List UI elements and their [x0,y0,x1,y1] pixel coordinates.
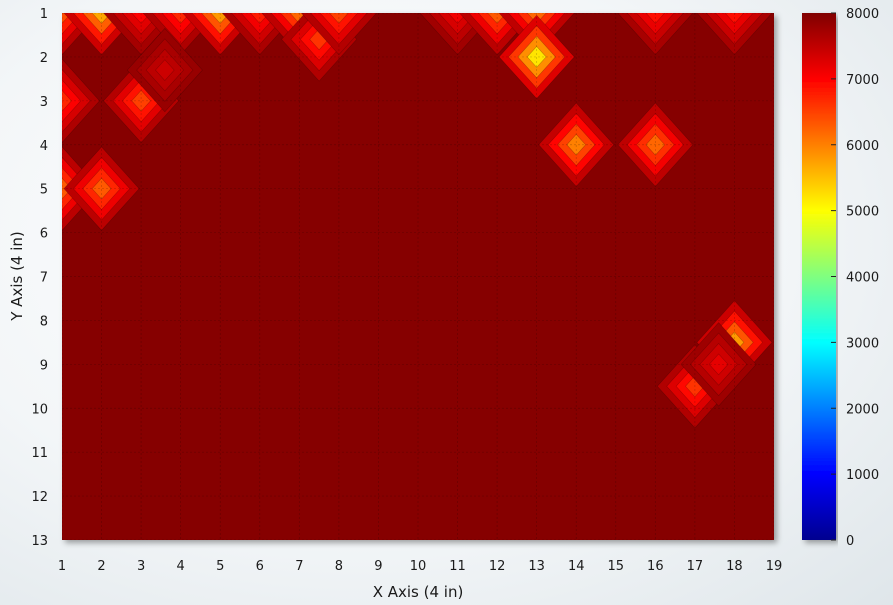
x-tick-label: 13 [528,559,545,574]
x-tick-label: 5 [216,559,224,574]
y-tick-label: 8 [40,314,48,329]
heatmap-contour [708,353,729,376]
heatmap-contour [645,133,666,156]
heatmap-feature [617,13,694,56]
x-tick-label: 18 [726,559,743,574]
colorbar-tick-label: 7000 [846,73,879,88]
colorbar-tick-label: 4000 [846,271,879,286]
x-tick-label: 3 [137,559,145,574]
heatmap-feature [63,146,140,231]
colorbar-ticks: 0 1000 2000 3000 4000 5000 6000 7000 8000 [831,7,879,549]
colorbar [802,13,836,540]
x-tick-label: 1 [58,559,66,574]
x-tick-label: 12 [489,559,506,574]
heatmap-feature [300,13,377,56]
colorbar-tick-label: 3000 [846,336,879,351]
y-axis-title: Y Axis (4 in) [8,231,26,322]
colorbar-tick-label: 0 [846,534,854,549]
y-tick-label: 6 [40,227,48,242]
x-axis-title: X Axis (4 in) [373,583,464,601]
x-tick-label: 11 [449,559,466,574]
heatmap-contour [131,89,151,112]
x-tick-label: 7 [295,559,303,574]
colorbar-tick-label: 1000 [846,468,879,483]
x-tick-label: 6 [256,559,264,574]
y-tick-label: 2 [40,51,48,66]
x-tick-label: 2 [97,559,105,574]
y-tick-label: 9 [40,358,48,373]
x-axis-ticks: 1 2 3 4 5 6 7 8 9 10 11 12 13 14 15 16 17 18 19 [58,559,782,574]
heatmap-contour [526,46,547,68]
y-tick-label: 5 [40,183,48,198]
y-tick-label: 4 [40,139,48,154]
x-tick-label: 16 [647,559,664,574]
y-tick-label: 3 [40,95,48,110]
heatmap-contour [724,13,745,24]
x-tick-label: 14 [568,559,585,574]
heatmap-feature [62,58,100,144]
colorbar-tick-label: 2000 [846,402,879,417]
heatmap-feature [617,102,694,187]
heatmap-background [62,13,774,540]
y-tick-label: 7 [40,271,48,286]
heatmap-feature [498,14,575,100]
x-tick-label: 17 [687,559,704,574]
heatmap-contour [91,177,112,200]
heatmap-area [62,13,774,540]
heatmap-contour [155,59,175,81]
heatmap-contour [329,13,349,24]
heatmap-feature [126,27,203,113]
y-tick-label: 13 [31,534,48,549]
y-tick-label: 11 [31,446,48,461]
x-tick-label: 4 [177,559,185,574]
heatmap-contour [62,13,72,24]
heatmap-contour [645,13,666,24]
x-tick-label: 9 [374,559,382,574]
x-tick-label: 15 [608,559,625,574]
grid-lines [62,13,774,540]
heatmap-contour [566,133,587,156]
heatmap-feature [680,322,757,407]
y-tick-label: 12 [31,490,48,505]
y-tick-label: 10 [31,402,48,417]
colorbar-tick-label: 6000 [846,139,879,154]
colorbar-tick-label: 8000 [846,7,879,22]
heatmap-feature [538,102,615,187]
heatmap-contour [62,89,72,112]
colorbar-tick-label: 5000 [846,205,879,220]
y-tick-label: 1 [40,7,48,22]
x-tick-label: 10 [410,559,427,574]
x-tick-label: 8 [335,559,343,574]
heatmap-feature [696,13,773,56]
x-tick-label: 19 [766,559,783,574]
